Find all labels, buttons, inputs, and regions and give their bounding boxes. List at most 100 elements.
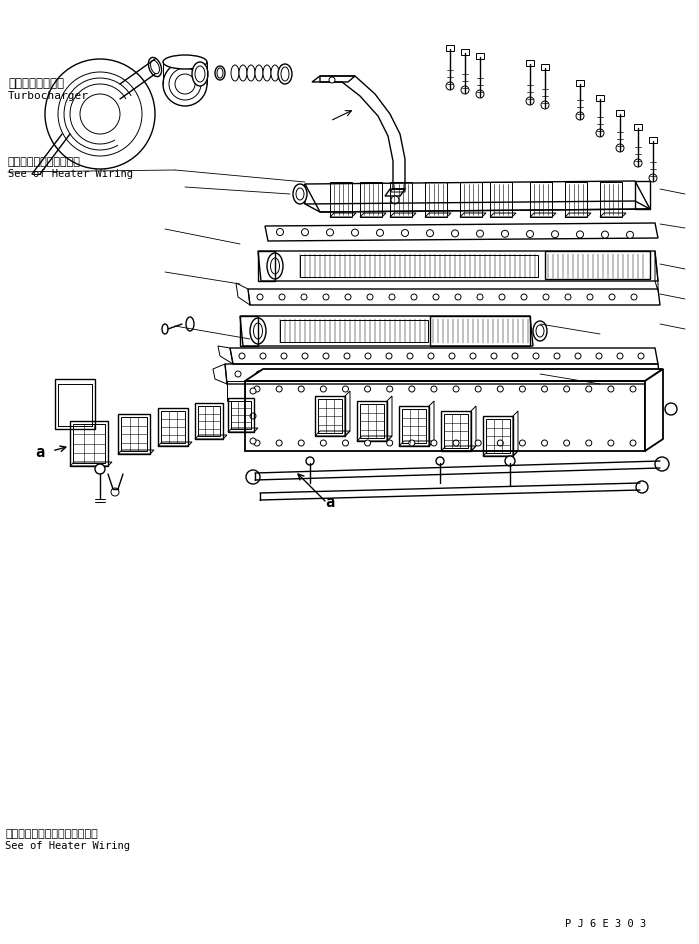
- Ellipse shape: [150, 61, 159, 75]
- Circle shape: [586, 441, 592, 447]
- Circle shape: [470, 354, 476, 360]
- Circle shape: [426, 230, 433, 238]
- Circle shape: [596, 354, 602, 360]
- Circle shape: [281, 354, 287, 360]
- Circle shape: [387, 387, 393, 393]
- Circle shape: [477, 295, 483, 301]
- Circle shape: [543, 295, 549, 301]
- Bar: [545, 252, 650, 279]
- Bar: [318, 399, 342, 433]
- Circle shape: [613, 372, 619, 378]
- Circle shape: [257, 295, 263, 301]
- Ellipse shape: [148, 59, 161, 77]
- Circle shape: [58, 73, 142, 157]
- Circle shape: [445, 372, 451, 378]
- Circle shape: [577, 231, 584, 239]
- Bar: [280, 321, 428, 343]
- Circle shape: [298, 441, 304, 447]
- Circle shape: [461, 87, 469, 95]
- Text: ヒータワイヤリング参照　・・: ヒータワイヤリング参照 ・・: [5, 828, 98, 838]
- Circle shape: [277, 372, 283, 378]
- Circle shape: [638, 354, 644, 360]
- Circle shape: [343, 387, 349, 393]
- Circle shape: [626, 232, 633, 239]
- Circle shape: [475, 441, 481, 447]
- Bar: [360, 183, 382, 218]
- Bar: [315, 396, 345, 436]
- Circle shape: [519, 387, 526, 393]
- Ellipse shape: [217, 69, 223, 79]
- Text: a: a: [325, 495, 334, 510]
- Circle shape: [602, 232, 609, 239]
- Bar: [526, 61, 534, 67]
- Circle shape: [256, 372, 262, 378]
- Circle shape: [345, 295, 351, 301]
- Circle shape: [609, 295, 615, 301]
- Bar: [425, 183, 447, 218]
- Circle shape: [576, 113, 584, 121]
- Circle shape: [608, 387, 614, 393]
- Ellipse shape: [281, 68, 289, 82]
- Circle shape: [634, 372, 640, 378]
- Circle shape: [455, 295, 461, 301]
- Ellipse shape: [279, 66, 287, 82]
- Circle shape: [433, 295, 439, 301]
- Bar: [576, 81, 584, 87]
- Bar: [461, 50, 469, 56]
- Circle shape: [466, 372, 472, 378]
- Circle shape: [320, 441, 326, 447]
- Circle shape: [424, 372, 430, 378]
- Bar: [198, 407, 220, 436]
- Text: Turbocharger: Turbocharger: [8, 91, 89, 101]
- Ellipse shape: [195, 67, 205, 83]
- Bar: [195, 404, 223, 440]
- Ellipse shape: [255, 66, 263, 82]
- Circle shape: [630, 441, 636, 447]
- Text: ヒータワイヤリング参照: ヒータワイヤリング参照: [8, 157, 81, 167]
- Circle shape: [377, 230, 384, 237]
- Ellipse shape: [267, 254, 283, 279]
- Circle shape: [401, 230, 408, 237]
- Ellipse shape: [293, 185, 307, 205]
- Bar: [73, 425, 105, 464]
- Circle shape: [250, 389, 256, 395]
- Circle shape: [329, 78, 335, 84]
- Bar: [402, 410, 426, 444]
- Bar: [161, 412, 185, 444]
- Circle shape: [298, 387, 304, 393]
- Text: ターボチャージャ: ターボチャージャ: [8, 76, 64, 90]
- Circle shape: [449, 354, 455, 360]
- Bar: [121, 417, 147, 451]
- Bar: [441, 412, 471, 451]
- Bar: [430, 316, 530, 346]
- Circle shape: [45, 59, 155, 170]
- Circle shape: [630, 387, 636, 393]
- Circle shape: [250, 413, 256, 419]
- Ellipse shape: [250, 319, 266, 345]
- Ellipse shape: [296, 189, 304, 201]
- Circle shape: [387, 441, 393, 447]
- Circle shape: [250, 439, 256, 445]
- Bar: [460, 183, 482, 218]
- Polygon shape: [645, 370, 663, 451]
- Ellipse shape: [239, 66, 247, 82]
- Text: See of Heater Wiring: See of Heater Wiring: [5, 840, 130, 851]
- Circle shape: [163, 63, 207, 107]
- Circle shape: [655, 458, 669, 471]
- Ellipse shape: [263, 66, 271, 82]
- Bar: [486, 419, 510, 453]
- Ellipse shape: [278, 65, 292, 85]
- Circle shape: [649, 175, 657, 183]
- Circle shape: [491, 354, 497, 360]
- Ellipse shape: [271, 66, 279, 82]
- Circle shape: [575, 354, 581, 360]
- Bar: [490, 183, 512, 218]
- Ellipse shape: [163, 56, 207, 70]
- Circle shape: [323, 295, 329, 301]
- Circle shape: [277, 229, 284, 236]
- Circle shape: [409, 387, 415, 393]
- Circle shape: [453, 441, 459, 447]
- Circle shape: [665, 404, 677, 415]
- Circle shape: [477, 231, 484, 238]
- Circle shape: [407, 354, 413, 360]
